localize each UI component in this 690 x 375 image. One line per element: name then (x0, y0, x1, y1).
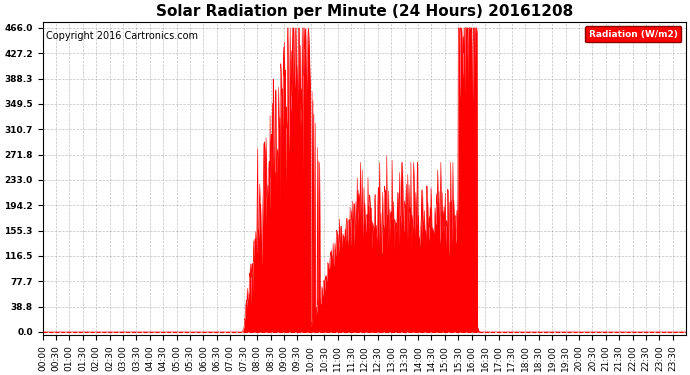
Legend: Radiation (W/m2): Radiation (W/m2) (585, 26, 681, 42)
Title: Solar Radiation per Minute (24 Hours) 20161208: Solar Radiation per Minute (24 Hours) 20… (155, 4, 573, 19)
Text: Copyright 2016 Cartronics.com: Copyright 2016 Cartronics.com (46, 31, 198, 41)
